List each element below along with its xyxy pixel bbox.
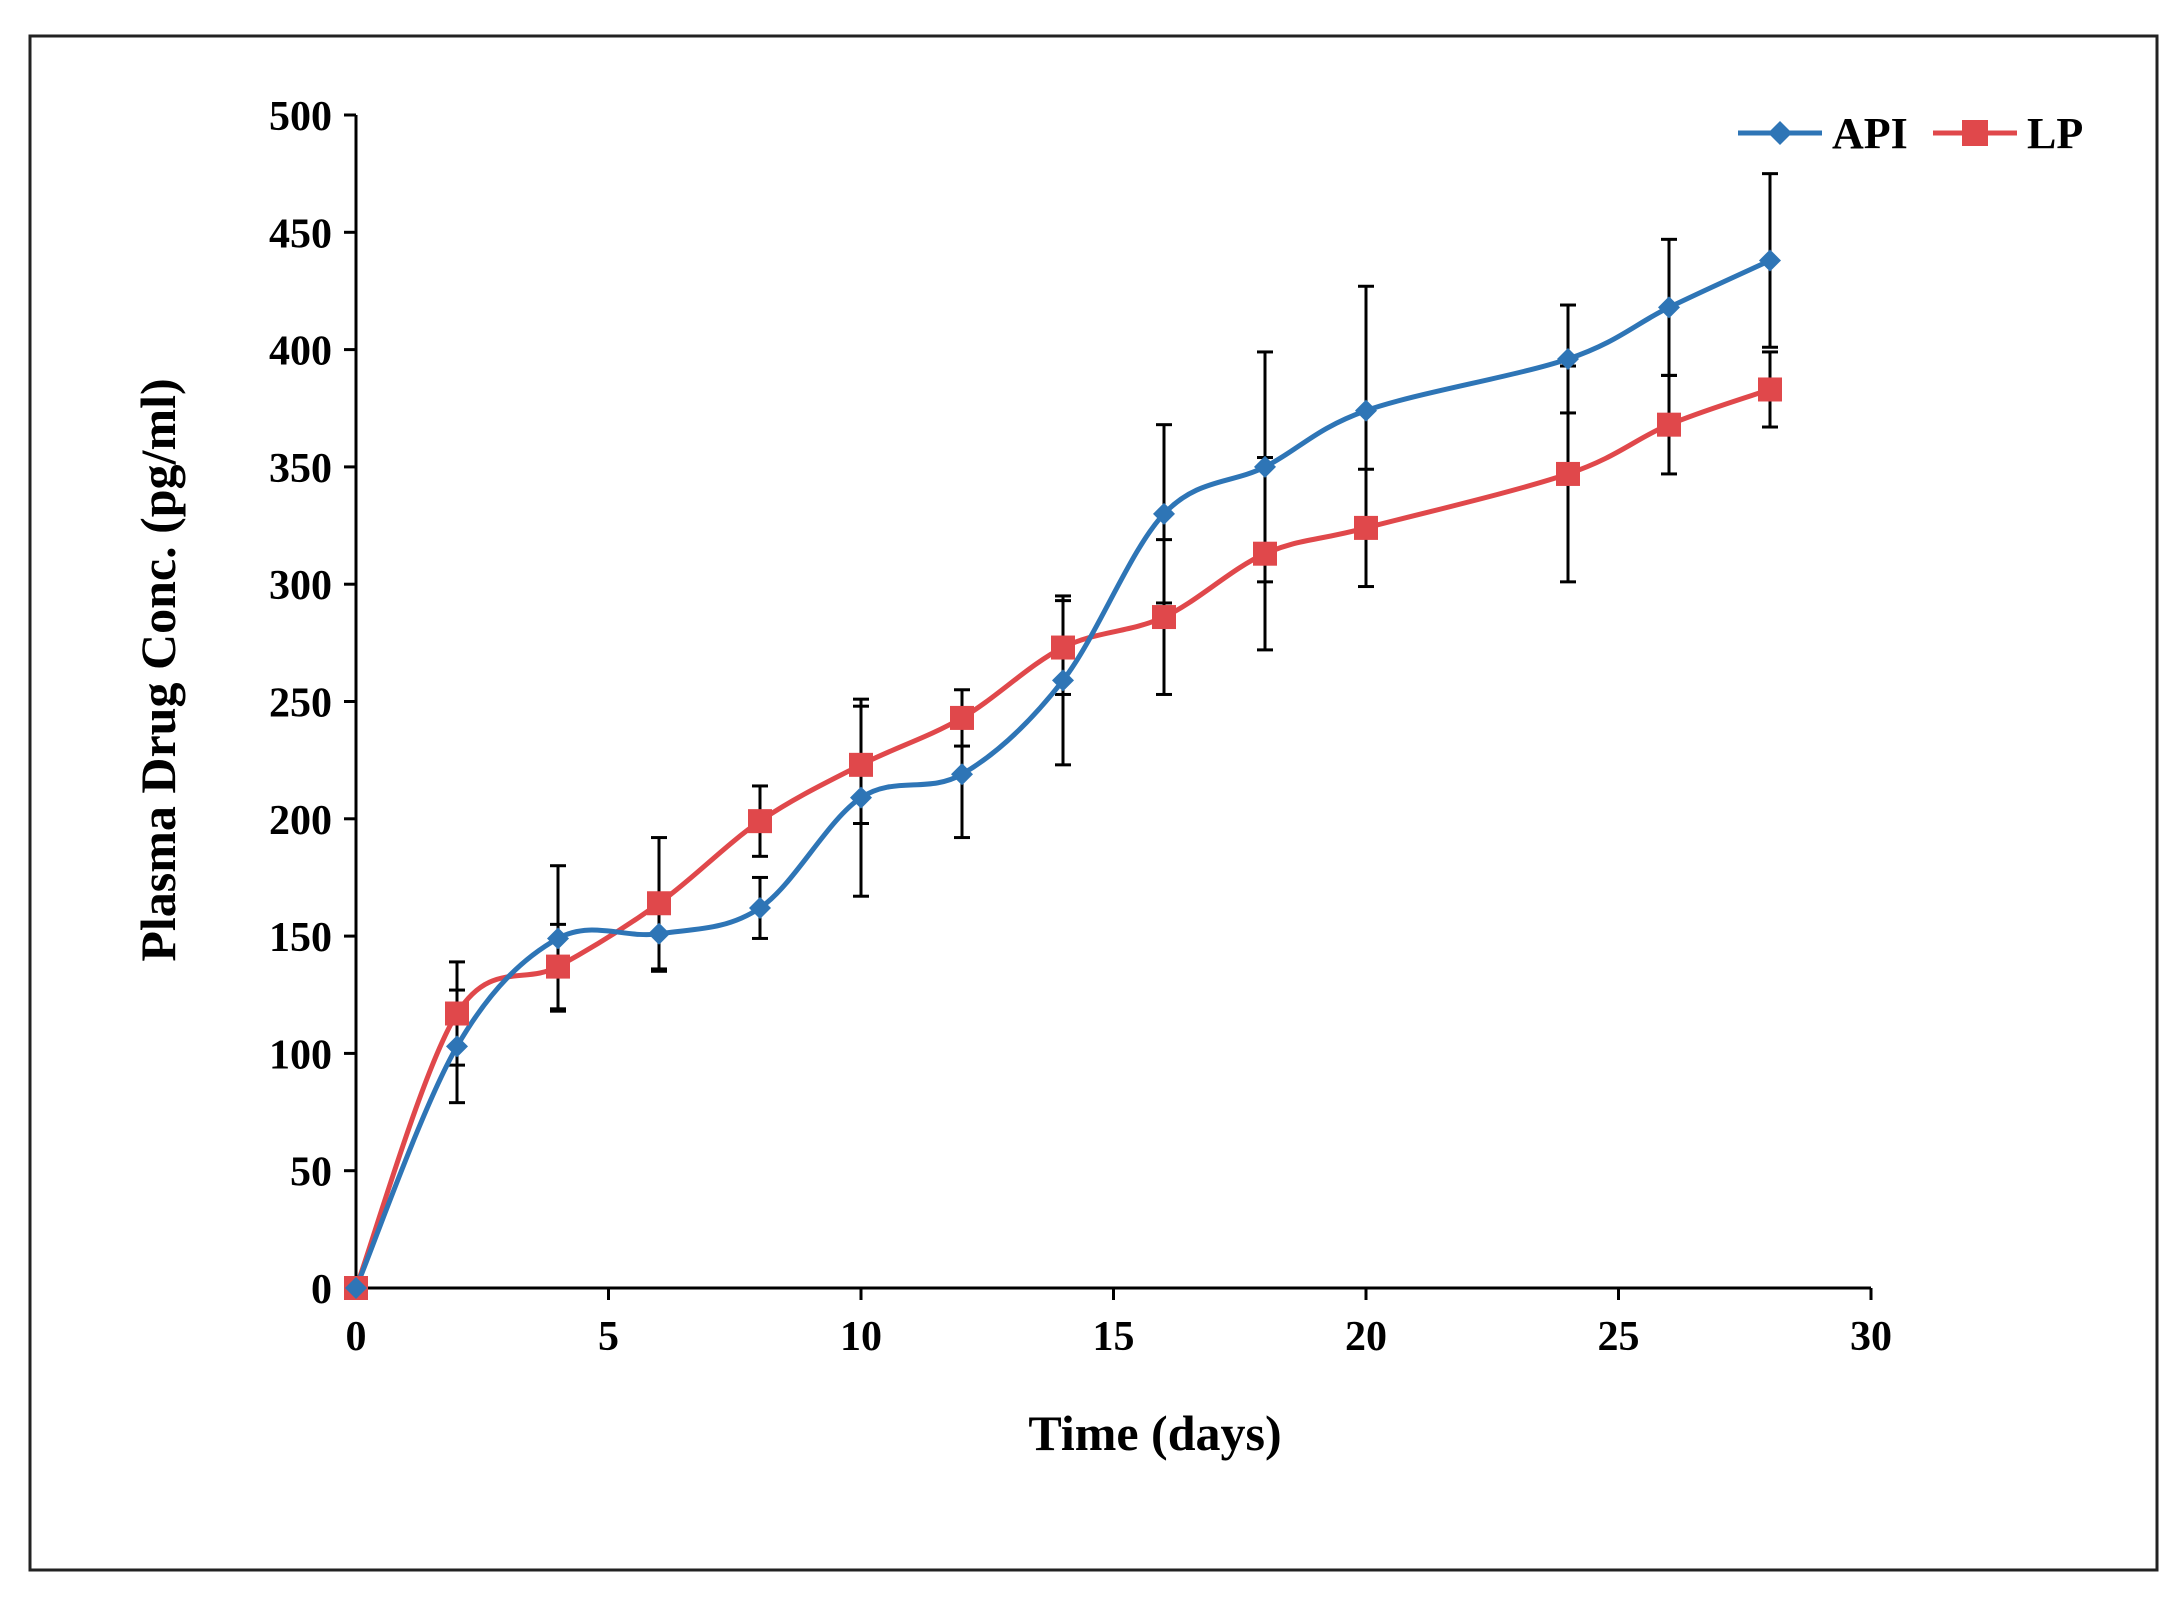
data-point-api xyxy=(345,1277,367,1299)
series-line-api xyxy=(353,258,1772,1289)
data-point-lp xyxy=(1051,635,1075,660)
data-point-lp xyxy=(1758,377,1782,402)
x-tick-label: 20 xyxy=(1345,1314,1387,1360)
data-point-lp xyxy=(1556,461,1580,486)
data-point-lp xyxy=(748,809,772,834)
legend: API LP xyxy=(1738,109,2083,158)
legend-api-label: API xyxy=(1832,109,1908,158)
legend-lp-marker xyxy=(1962,120,1988,146)
data-point-api xyxy=(1557,347,1579,370)
x-tick-label: 25 xyxy=(1598,1314,1640,1360)
legend-lp-label: LP xyxy=(2027,109,2083,158)
y-tick-label: 200 xyxy=(269,798,332,844)
figure-border xyxy=(28,34,2159,1572)
data-point-lp xyxy=(445,1001,469,1026)
x-tick-label: 10 xyxy=(840,1314,882,1360)
data-point-api xyxy=(850,786,872,809)
y-tick-label: 450 xyxy=(269,211,332,257)
x-tick-label: 30 xyxy=(1850,1314,1892,1360)
data-point-api xyxy=(648,922,670,945)
data-point-api xyxy=(1759,249,1781,272)
x-tick-label: 0 xyxy=(346,1314,367,1360)
data-point-api xyxy=(951,763,973,786)
y-tick-label: 50 xyxy=(290,1150,332,1196)
data-point-lp xyxy=(849,752,873,777)
data-point-api xyxy=(547,927,569,950)
error-bars xyxy=(449,172,1778,1105)
data-point-lp xyxy=(546,954,570,979)
data-point-lp xyxy=(950,705,974,730)
x-tick-label: 15 xyxy=(1093,1314,1135,1360)
data-point-lp xyxy=(1152,605,1176,630)
y-tick-label: 400 xyxy=(269,329,332,375)
data-point-lp xyxy=(1354,515,1378,540)
y-tick-label: 300 xyxy=(269,563,332,609)
data-point-api xyxy=(446,1035,468,1058)
markers xyxy=(344,249,1782,1300)
series xyxy=(353,258,1772,1289)
y-tick-label: 250 xyxy=(269,681,332,727)
data-point-lp xyxy=(1253,541,1277,566)
data-point-api xyxy=(1153,502,1175,525)
y-tick-label: 350 xyxy=(269,446,332,492)
y-axis-label: Plasma Drug Conc. (pg/ml) xyxy=(130,378,186,961)
series-line-lp xyxy=(353,387,1771,1289)
legend-api-marker xyxy=(1768,121,1792,145)
axes: 0 50 100 150 200 250 300 350 400 450 500 0 5 10 15 20 25… xyxy=(269,94,1892,1360)
data-point-api xyxy=(1658,296,1680,319)
y-tick-label: 0 xyxy=(311,1267,332,1313)
data-point-api xyxy=(1355,399,1377,422)
y-tick-label: 500 xyxy=(269,94,332,140)
data-point-api xyxy=(1052,669,1074,692)
y-tick-label: 100 xyxy=(269,1032,332,1078)
y-tick-label: 150 xyxy=(269,915,332,961)
data-point-lp xyxy=(647,891,671,916)
x-tick-label: 5 xyxy=(598,1314,619,1360)
x-axis-label: Time (days) xyxy=(1028,1405,1281,1461)
data-point-api xyxy=(749,896,771,919)
data-point-api xyxy=(1254,455,1276,478)
data-point-lp xyxy=(1657,412,1681,437)
